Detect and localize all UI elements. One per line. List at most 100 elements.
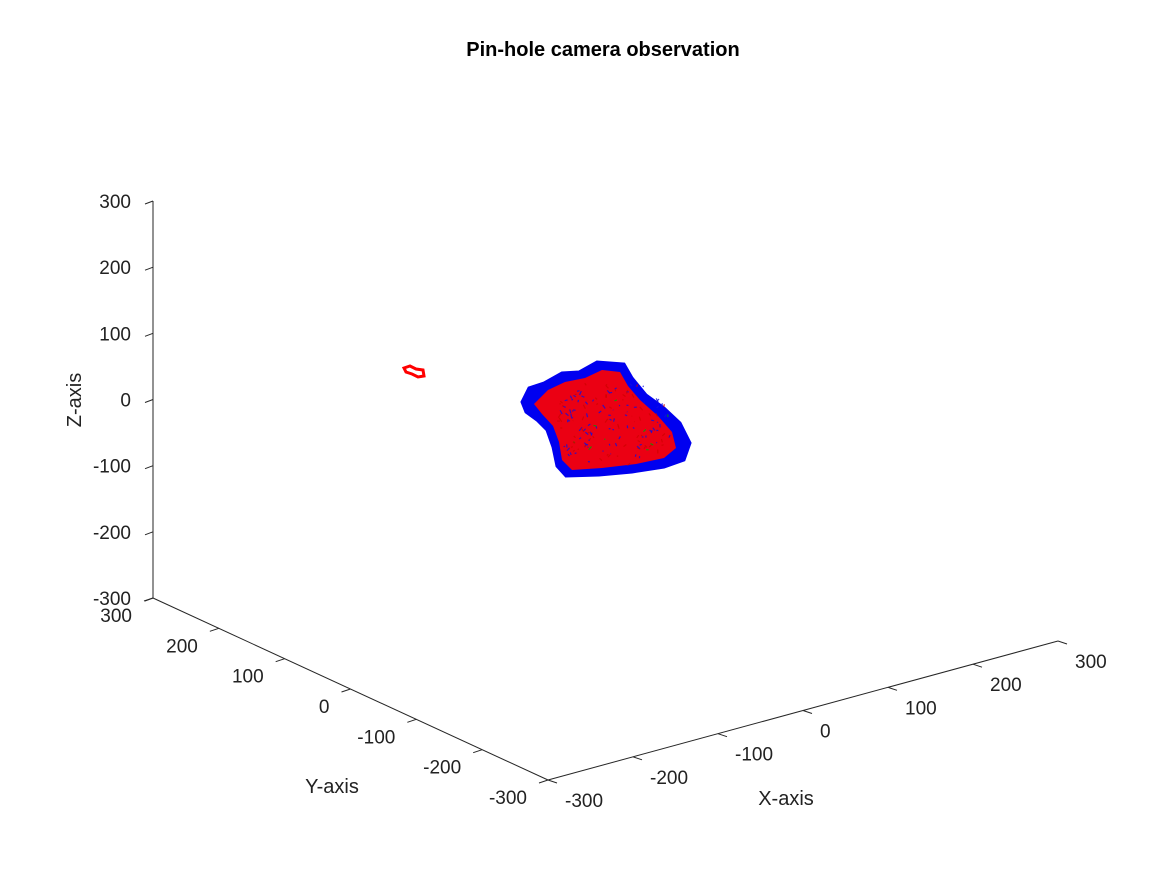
y-axis-label: Y-axis [305,776,359,798]
cloud-point [644,444,648,448]
cloud-point [566,418,569,423]
cloud-point [593,424,597,427]
cloud-point [605,383,608,387]
x-tick-label-4: 100 [905,698,937,719]
cloud-point [577,448,580,451]
x-tick-0 [547,779,558,784]
z-tick-6 [144,200,154,205]
cloud-point [558,417,563,423]
cloud-point [638,416,642,421]
cloud-point [652,427,656,431]
cloud-texture [557,382,671,466]
chart-title: Pin-hole camera observation [466,39,739,61]
cloud-point [655,413,658,417]
cloud-point [579,390,582,396]
cloud-point [608,427,611,430]
cloud-point [570,446,574,448]
z-tick-label-1: -200 [93,523,131,544]
y-tick-label-6: 300 [100,606,132,627]
y-tick-label-3: 0 [319,697,330,718]
cloud-point [637,447,641,450]
cloud-point [583,442,588,446]
cloud-point [608,443,611,446]
cloud-point [643,429,647,433]
cloud-point [636,434,640,439]
cloud-point [572,449,575,452]
z-tick-5 [144,266,154,271]
x-tick-1 [632,756,643,761]
cloud-point [598,410,602,414]
cloud-point [636,384,639,387]
cloud-point [661,403,663,407]
cloud-point [581,416,585,421]
cloud-point [639,406,644,411]
x-tick-6 [1057,640,1068,645]
cloud-point [614,389,617,392]
cloud-point [580,427,585,433]
cloud-point [663,404,665,408]
cloud-point [655,398,660,403]
cloud-point [623,444,627,448]
cloud-point [587,423,591,427]
cloud-point [559,409,563,415]
x-tick-3 [802,710,813,714]
y-tick-1 [473,749,483,754]
cloud-point [594,397,598,400]
cloud-point [618,436,621,440]
cloud-point [604,418,609,423]
y-tick-0 [538,779,549,784]
cloud-point [622,393,626,397]
cloud-point [640,434,643,437]
cloud-point [605,385,609,389]
cloud-point [588,446,592,451]
point-cloud-layer [401,360,692,478]
x-tick-label-5: 200 [990,675,1022,696]
cloud-point [573,394,577,398]
cloud-point [668,434,671,438]
z-tick-label-0: -300 [93,589,131,610]
z-tick-4 [144,332,154,337]
x-tick-label-6: 300 [1075,652,1107,673]
cloud-point [592,435,595,439]
cloud-point [574,452,577,455]
x-tick-label-3: 0 [820,722,831,743]
y-tick-4 [275,658,285,663]
cloud-point [606,389,611,394]
x-tick-label-0: -300 [565,791,603,812]
y-tick-label-4: 100 [232,667,264,688]
x-tick-4 [887,686,898,691]
cloud-point [602,450,604,452]
cloud-point [660,438,663,443]
y-tick-5 [209,627,219,632]
cloud-point [584,382,587,386]
cloud-point [569,409,572,414]
cloud-point [639,443,642,446]
cloud-point [625,389,629,394]
z-axis-label: Z-axis [64,373,86,427]
cloud-point [576,390,580,392]
cloud-point [587,446,589,448]
cloud-point [569,452,572,456]
cloud-point [573,435,576,439]
cloud-point [581,395,585,398]
x-tick-label-2: -100 [735,745,773,766]
cloud-point [583,428,587,432]
cloud-point [569,395,573,399]
cloud-point [572,441,576,444]
cloud-point [608,406,613,409]
cloud-point [607,454,611,458]
cloud-point [650,443,654,446]
cloud-point [613,418,615,422]
cloud-point [650,430,653,434]
cloud-point [599,457,603,462]
cloud-point [606,453,609,456]
cloud-point [587,431,591,434]
cloud-point [617,425,620,430]
cloud-point [565,412,569,417]
cloud-point [602,404,606,409]
y-tick-label-5: 200 [166,636,198,657]
cloud-point [629,383,633,387]
cloud-point [582,404,586,409]
z-tick-label-2: -100 [93,457,131,478]
